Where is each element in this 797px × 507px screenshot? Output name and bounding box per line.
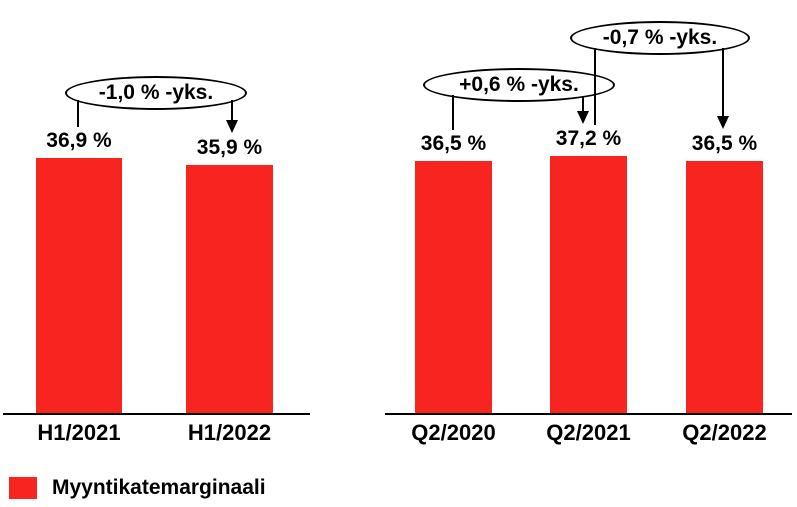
callout-tail-line [452,95,454,130]
x-axis [385,413,792,415]
callout-tail-line [77,99,79,127]
category-label-q2-2022: Q2/2022 [682,420,767,445]
legend-label: Myyntikatemarginaali [52,476,266,499]
callout-arrow-line [582,95,584,113]
bar-q2-2020 [415,161,492,413]
value-label-h1-2021: 36,9 % [46,129,112,152]
callout-arrow-line [231,100,233,122]
callout-tail-line [594,47,596,125]
arrow-down-icon [717,116,729,129]
callout-ellipse-1-0-yks: -1,0 % -yks. [65,76,247,110]
legend-color-swatch [9,477,37,499]
bar-q2-2022 [686,161,763,413]
category-label-q2-2021: Q2/2021 [546,420,631,445]
legend: Myyntikatemarginaali [9,476,266,500]
value-label-q2-2020: 36,5 % [420,132,487,155]
value-label-q2-2021: 37,2 % [555,127,622,150]
bar-h1-2022 [186,165,273,413]
arrow-down-icon [226,120,238,133]
bar-q2-2021 [550,156,627,413]
callout-arrow-line [722,48,724,118]
category-label-h1-2022: H1/2022 [187,420,272,445]
category-label-h1-2021: H1/2021 [37,420,121,445]
value-label-q2-2022: 36,5 % [691,132,758,155]
x-axis [3,413,310,415]
bar-h1-2021 [36,158,122,413]
arrow-down-icon [577,111,589,124]
category-label-q2-2020: Q2/2020 [411,420,496,445]
callout-ellipse-0-7-yks: -0,7 % -yks. [570,21,750,55]
value-label-h1-2022: 35,9 % [196,136,263,159]
callout-ellipse-0-6-yks: +0,6 % -yks. [423,68,615,102]
